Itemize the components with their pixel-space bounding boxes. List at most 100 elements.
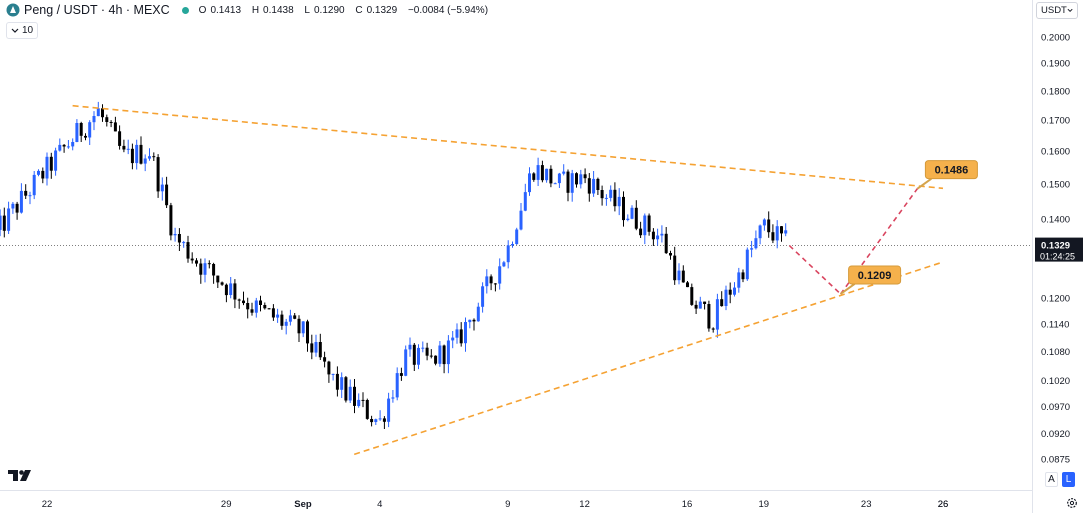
candle-body <box>391 397 395 399</box>
candle-body <box>715 299 719 330</box>
candle-body <box>109 122 113 123</box>
time-tick-label: Sep <box>294 499 312 510</box>
candle-body <box>169 205 173 236</box>
candle-body <box>741 272 745 280</box>
candle-body <box>267 308 271 310</box>
candle-body <box>323 357 327 362</box>
time-tick-label: 19 <box>759 499 770 510</box>
candle-body <box>592 178 596 194</box>
candle-body <box>212 264 216 276</box>
price-tick-label: 0.0970 <box>1041 402 1070 413</box>
time-tick-label: 26 <box>938 499 949 510</box>
candle-body <box>421 347 425 349</box>
currency-select[interactable]: USDT <box>1036 2 1078 19</box>
candle-body <box>481 286 485 307</box>
candle-body <box>62 144 66 147</box>
ohlc-change: −0.0084 (−5.94%) <box>407 4 489 16</box>
indicator-collapse-button[interactable]: 10 <box>6 22 39 39</box>
candle-body <box>71 142 75 147</box>
candle-body <box>677 270 681 281</box>
candle-body <box>177 234 181 243</box>
candle-body <box>523 192 527 211</box>
annotation-label-box <box>848 265 902 285</box>
price-tag-box <box>1035 237 1083 262</box>
candle-body <box>79 123 83 136</box>
candle-body <box>404 349 408 376</box>
annotation-label-box <box>924 160 978 180</box>
candle-body <box>182 242 186 244</box>
candle-body <box>711 328 715 330</box>
candle-body <box>105 117 109 122</box>
price-tick-label: 0.1140 <box>1041 319 1069 330</box>
candle-body <box>562 171 566 174</box>
candle-body <box>472 319 476 322</box>
candle-body <box>566 171 570 193</box>
candle-body <box>728 289 732 295</box>
candle-body <box>190 258 194 261</box>
time-tick-label: 4 <box>377 499 382 510</box>
candle-body <box>370 419 374 423</box>
projection-segment <box>788 245 842 295</box>
log-scale-button[interactable]: L <box>1062 472 1075 487</box>
candles <box>0 101 788 429</box>
candle-body <box>429 355 433 357</box>
annotation-labels[interactable]: 0.1486 0.1209 <box>840 160 978 295</box>
price-tick-label: 0.1500 <box>1041 179 1070 190</box>
candle-body <box>58 144 62 151</box>
candle-body <box>45 156 49 179</box>
candle-body <box>2 215 6 231</box>
candle-body <box>690 287 694 305</box>
candle-body <box>327 361 331 375</box>
symbol-title[interactable]: Peng / USDT · 4h · MEXC <box>24 3 170 17</box>
candle-body <box>237 299 241 301</box>
candle-body <box>604 197 608 199</box>
candle-body <box>476 306 480 322</box>
candle-body <box>130 148 134 164</box>
candle-body <box>139 144 143 164</box>
gear-icon[interactable] <box>1066 497 1078 509</box>
candle-body <box>156 157 160 192</box>
price-tick-label: 0.1400 <box>1041 215 1070 226</box>
candle-body <box>775 226 779 241</box>
price-tag-value: 0.1329 <box>1041 241 1070 252</box>
ohlc-open: O 0.1413 <box>199 5 245 16</box>
trendlines[interactable] <box>72 104 944 456</box>
candle-body <box>459 329 463 344</box>
candle-body <box>7 208 11 231</box>
candle-body <box>113 122 117 132</box>
candle-body <box>399 373 403 376</box>
candle-body <box>464 322 467 344</box>
coin-logo-icon <box>6 3 20 17</box>
trendline-lower <box>353 261 944 456</box>
candle-body <box>165 184 169 206</box>
candle-body <box>310 343 314 353</box>
candle-body <box>199 263 203 275</box>
candle-body <box>365 400 369 419</box>
candle-body <box>587 178 591 194</box>
candle-body <box>49 156 53 171</box>
candle-body <box>297 318 301 334</box>
candle-body <box>143 158 147 164</box>
candle-body <box>92 116 96 123</box>
candle-body <box>348 386 352 401</box>
candle-body <box>745 249 749 280</box>
candle-body <box>639 228 643 236</box>
candle-body <box>374 419 378 422</box>
candle-body <box>545 168 549 181</box>
candle-body <box>515 229 519 244</box>
chevron-down-icon <box>11 28 19 33</box>
candle-body <box>767 219 771 233</box>
candle-body <box>335 373 339 390</box>
candle-body <box>557 173 561 184</box>
candle-body <box>207 263 211 265</box>
candle-body <box>703 301 707 304</box>
market-status-dot <box>181 6 189 14</box>
candle-body <box>263 305 267 309</box>
candle-body <box>160 184 164 192</box>
auto-scale-button[interactable]: A <box>1045 472 1058 487</box>
candle-body <box>733 287 736 295</box>
